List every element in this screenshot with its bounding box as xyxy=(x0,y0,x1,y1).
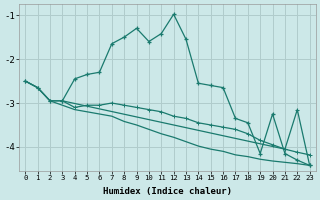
X-axis label: Humidex (Indice chaleur): Humidex (Indice chaleur) xyxy=(103,187,232,196)
